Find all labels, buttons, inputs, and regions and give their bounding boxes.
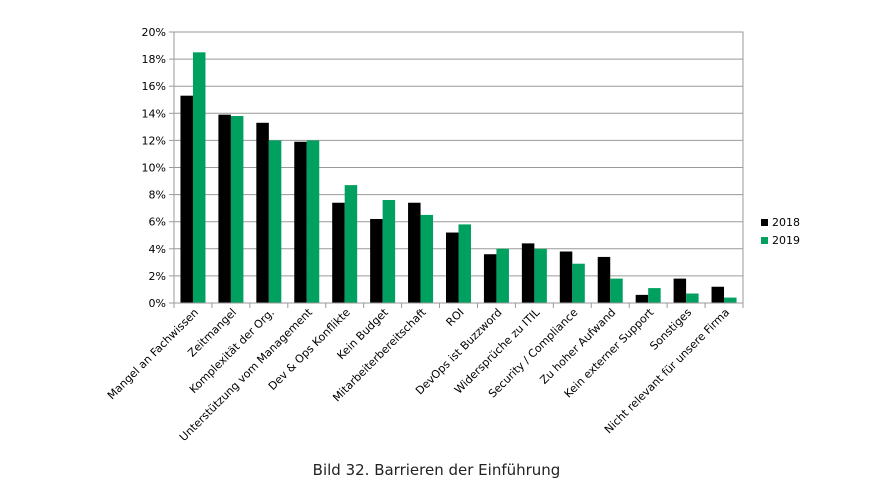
bar-2018-6 <box>408 202 421 303</box>
y-tick-label: 10% <box>142 162 166 175</box>
bar-2019-14 <box>724 297 737 303</box>
y-tick-label: 20% <box>142 26 166 39</box>
bar-2019-3 <box>306 140 320 303</box>
y-tick-label: 18% <box>142 53 166 66</box>
bar-2018-4 <box>332 202 345 303</box>
bars <box>180 52 737 304</box>
bar-2018-12 <box>635 294 649 303</box>
bar-2018-8 <box>483 254 497 303</box>
bar-2019-10 <box>572 263 585 303</box>
legend-swatch-2019 <box>761 237 768 244</box>
bar-2019-9 <box>534 248 547 303</box>
bar-chart: 0% 2% 4% 6% 8% 10% 12% 14% 16% 18% 20% Mangel an F… <box>105 26 800 444</box>
y-tick-label: 16% <box>142 80 166 93</box>
bar-2018-0 <box>180 95 193 303</box>
bar-2019-13 <box>686 293 699 303</box>
legend: 2018 2019 <box>761 216 800 247</box>
bar-2019-5 <box>382 200 396 303</box>
bar-2019-2 <box>268 140 282 303</box>
bar-2019-1 <box>230 116 244 303</box>
y-axis-ticks: 0% 2% 4% 6% 8% 10% 12% 14% 16% 18% 20% <box>142 26 174 310</box>
bar-2018-10 <box>559 251 573 303</box>
legend-label-2019: 2019 <box>772 234 800 247</box>
legend-swatch-2018 <box>761 219 768 226</box>
y-tick-label: 14% <box>142 107 166 120</box>
bar-2019-12 <box>648 288 661 303</box>
bar-2018-9 <box>521 243 535 303</box>
y-tick-label: 12% <box>142 134 166 147</box>
bar-2018-7 <box>446 232 459 303</box>
bar-2018-3 <box>294 141 307 303</box>
bar-2019-11 <box>610 278 623 303</box>
y-tick-label: 4% <box>149 243 166 256</box>
y-tick-label: 6% <box>149 216 166 229</box>
x-category-label: ROI <box>444 306 467 329</box>
bar-2018-13 <box>673 278 687 303</box>
figure-caption: Bild 32. Barrieren der Einführung <box>312 461 561 479</box>
bar-2018-14 <box>711 286 725 303</box>
bar-2018-2 <box>256 122 269 303</box>
bar-2019-6 <box>420 214 434 303</box>
bar-2018-11 <box>597 256 611 303</box>
x-axis-labels: Mangel an FachwissenZeitmangelKomplexitä… <box>105 303 744 444</box>
bar-2018-5 <box>370 218 383 303</box>
legend-label-2018: 2018 <box>772 216 800 229</box>
y-tick-label: 2% <box>149 270 166 283</box>
plot-area-frame <box>173 31 744 304</box>
y-tick-label: 0% <box>149 297 166 310</box>
bar-2019-8 <box>496 248 509 303</box>
bar-2019-7 <box>458 224 471 303</box>
bar-2019-0 <box>192 52 206 304</box>
bar-2018-1 <box>218 114 231 303</box>
y-tick-label: 8% <box>149 189 166 202</box>
bar-2019-4 <box>344 185 358 303</box>
